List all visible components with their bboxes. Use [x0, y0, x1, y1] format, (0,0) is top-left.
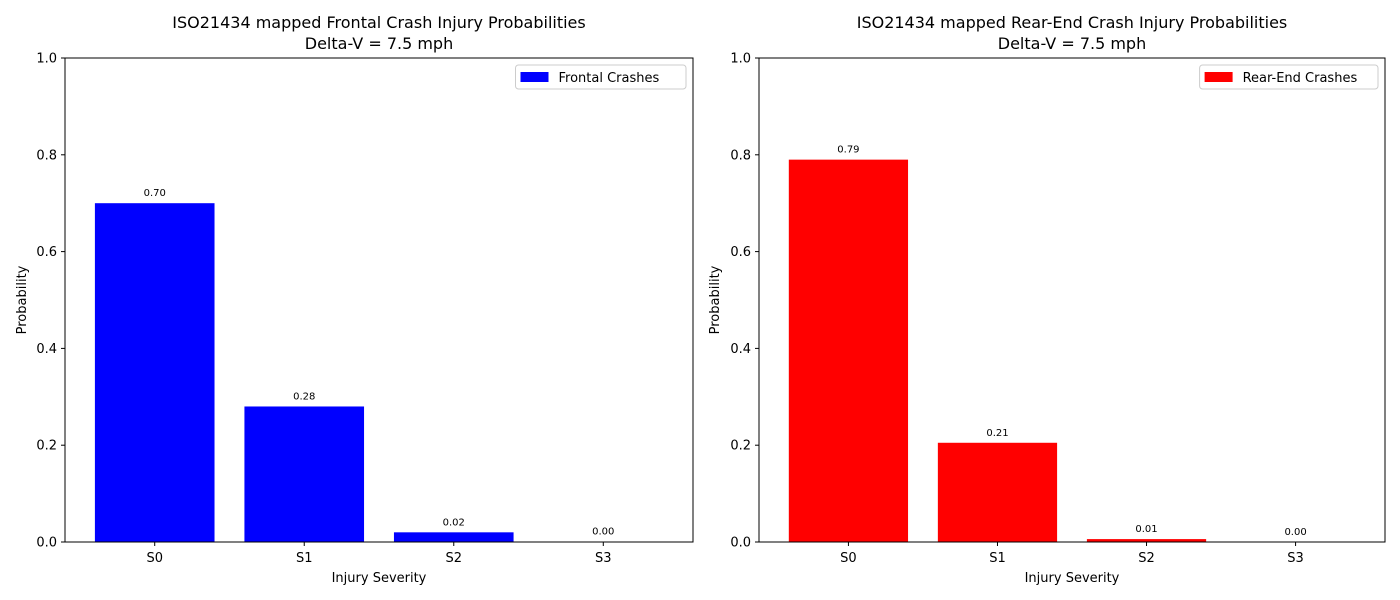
chart-title-line1: ISO21434 mapped Rear-End Crash Injury Pr…: [857, 13, 1288, 32]
x-axis-label: Injury Severity: [332, 571, 427, 586]
data-label: 0.79: [837, 145, 859, 156]
legend: Frontal Crashes: [515, 64, 687, 90]
x-axis-label: Injury Severity: [1025, 571, 1120, 586]
legend-box: [515, 64, 687, 90]
y-tick-label: 0.8: [36, 148, 57, 163]
y-tick-label: 0.8: [730, 148, 751, 163]
bar-s0: [788, 159, 909, 542]
y-tick-label: 1.0: [730, 52, 751, 67]
x-tick-label: S1: [296, 551, 313, 566]
legend-label: Rear-End Crashes: [1243, 71, 1358, 86]
bar-s0: [94, 203, 215, 542]
legend: Rear-End Crashes: [1199, 64, 1379, 90]
data-label: 0.21: [986, 428, 1008, 439]
x-tick-label: S2: [445, 551, 462, 566]
y-tick-label: 0.0: [36, 536, 57, 551]
plot-frame: [64, 57, 694, 543]
y-tick-label: 1.0: [36, 52, 57, 67]
data-label: 0.00: [1284, 527, 1306, 538]
chart-frontal: ISO21434 mapped Frontal Crash Injury Pro…: [15, 13, 694, 586]
x-tick-label: S0: [840, 551, 857, 566]
y-axis-label: Probability: [708, 265, 723, 334]
x-tick-label: S0: [146, 551, 163, 566]
x-tick-label: S3: [595, 551, 612, 566]
chart-title-line2: Delta-V = 7.5 mph: [305, 34, 453, 53]
y-tick-label: 0.6: [730, 245, 751, 260]
chart-rear-end: ISO21434 mapped Rear-End Crash Injury Pr…: [708, 13, 1386, 586]
y-tick-label: 0.0: [730, 536, 751, 551]
x-tick-label: S2: [1138, 551, 1155, 566]
legend-box: [1199, 64, 1379, 90]
y-tick-label: 0.6: [36, 245, 57, 260]
y-axis-label: Probability: [15, 265, 30, 334]
data-label: 0.00: [592, 527, 614, 538]
bar-s2: [393, 532, 514, 542]
plot-frame: [758, 57, 1386, 543]
data-label: 0.01: [1135, 524, 1157, 535]
x-tick-label: S3: [1287, 551, 1304, 566]
data-label: 0.28: [293, 391, 315, 402]
y-tick-label: 0.2: [36, 439, 57, 454]
data-label: 0.02: [443, 517, 465, 528]
bar-s1: [937, 442, 1058, 542]
chart-title-line2: Delta-V = 7.5 mph: [998, 34, 1146, 53]
bar-s2: [1086, 539, 1207, 542]
y-tick-label: 0.4: [730, 342, 751, 357]
legend-swatch: [520, 72, 549, 82]
x-tick-label: S1: [989, 551, 1006, 566]
y-tick-label: 0.4: [36, 342, 57, 357]
legend-label: Frontal Crashes: [559, 71, 660, 86]
bar-s1: [244, 406, 365, 542]
chart-title-line1: ISO21434 mapped Frontal Crash Injury Pro…: [172, 13, 585, 32]
y-tick-label: 0.2: [730, 439, 751, 454]
data-label: 0.70: [144, 188, 166, 199]
legend-swatch: [1204, 72, 1233, 82]
